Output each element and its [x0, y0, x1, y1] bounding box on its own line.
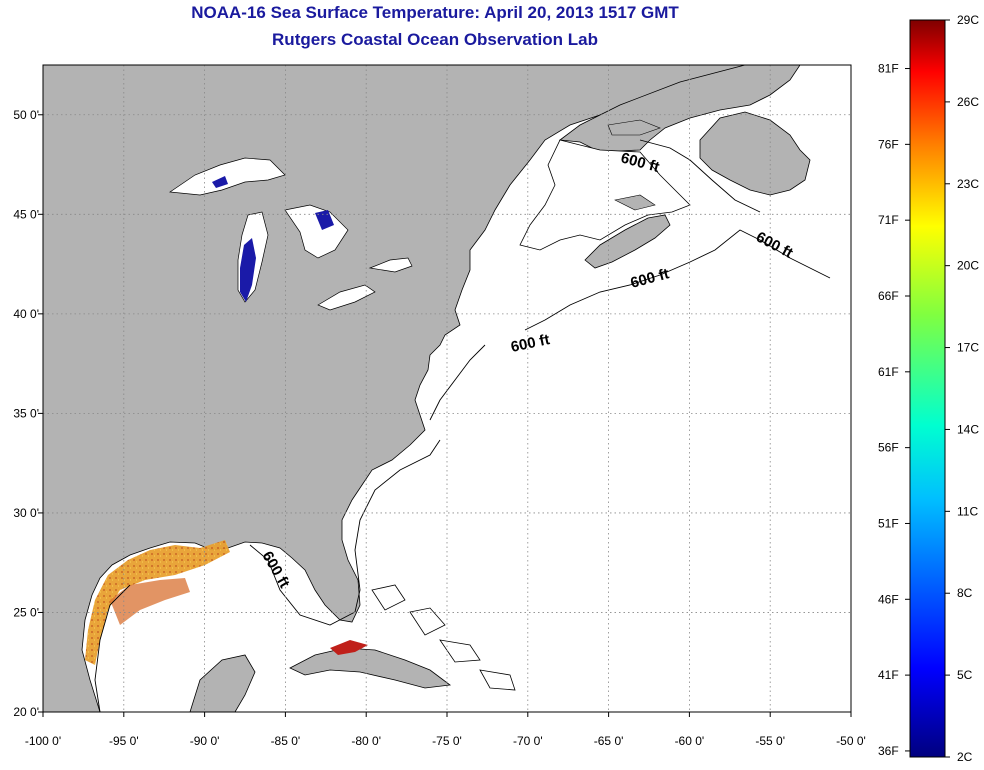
land-nova-scotia: [584, 214, 671, 269]
map-subtitle: Rutgers Coastal Ocean Observation Lab: [272, 30, 598, 49]
lat-tick-label: 50 0': [13, 108, 39, 122]
colorbar-celsius-label: 26C: [957, 95, 979, 109]
colorbar-fahrenheit-label: 71F: [878, 213, 899, 227]
lon-tick-label: -90 0': [190, 734, 220, 748]
shelf-contour: [94, 139, 831, 712]
gulf-st-lawrence: [519, 139, 691, 251]
map-title: NOAA-16 Sea Surface Temperature: April 2…: [191, 3, 679, 22]
colorbar-fahrenheit-label: 36F: [878, 744, 899, 758]
lat-tick-label: 30 0': [13, 506, 39, 520]
colorbar-fahrenheit-label: 56F: [878, 441, 899, 455]
colorbar-labels: 29C 26C 23C 20C 17C 14C 11C 8C 5C 2C 81F 76F 71F 66F 6…: [878, 13, 979, 764]
colorbar-fahrenheit-label: 81F: [878, 62, 899, 76]
colorbar-fahrenheit-label: 41F: [878, 668, 899, 682]
lake-superior: [169, 157, 286, 196]
lake-ontario: [368, 257, 413, 273]
colorbar-celsius-label: 5C: [957, 668, 973, 682]
land-pei: [614, 194, 656, 211]
colorbar-celsius-label: 29C: [957, 13, 979, 27]
colorbar-celsius-label: 2C: [957, 750, 973, 764]
colorbar: [909, 19, 946, 758]
lon-tick-label: -80 0': [351, 734, 381, 748]
land-newfoundland: [699, 111, 811, 196]
lon-tick-label: -60 0': [675, 734, 705, 748]
lake-huron-sst: [315, 210, 334, 230]
colorbar-fahrenheit-label: 61F: [878, 365, 899, 379]
lat-tick-label: 45 0': [13, 207, 39, 221]
lat-tick-label: 25 0': [13, 605, 39, 619]
colorbar-celsius-label: 20C: [957, 259, 979, 273]
colorbar-fahrenheit-label: 76F: [878, 137, 899, 151]
cuba-north-sst: [330, 640, 368, 655]
lon-tick-label: -75 0': [432, 734, 462, 748]
colorbar-celsius-label: 8C: [957, 586, 973, 600]
land-north-america: [43, 65, 746, 712]
colorbar-celsius-label: 17C: [957, 341, 979, 355]
lon-tick-label: -65 0': [594, 734, 624, 748]
colorbar-fahrenheit-label: 66F: [878, 289, 899, 303]
lake-erie: [317, 284, 376, 311]
lon-tick-label: -50 0': [836, 734, 866, 748]
lon-tick-label: -95 0': [109, 734, 139, 748]
latitude-axis: 20 0' 25 0' 30 0' 35 0' 40 0' 45 0' 50 0': [13, 108, 43, 719]
land-yucatan: [189, 654, 256, 712]
lon-tick-label: -55 0': [755, 734, 785, 748]
lon-tick-label: -70 0': [513, 734, 543, 748]
lake-superior-sst: [212, 176, 228, 188]
lat-tick-label: 35 0': [13, 406, 39, 420]
colorbar-fahrenheit-label: 46F: [878, 592, 899, 606]
longitude-axis: -100 0' -95 0' -90 0' -85 0' -80 0' -75 0' -70…: [25, 712, 866, 748]
colorbar-fahrenheit-label: 51F: [878, 516, 899, 530]
lat-tick-label: 20 0': [13, 705, 39, 719]
colorbar-celsius-label: 14C: [957, 422, 979, 436]
bahamas: [371, 584, 516, 691]
colorbar-celsius-label: 11C: [957, 504, 978, 518]
gulf-scattered-sst: [110, 578, 190, 625]
land-anticosti: [607, 119, 661, 136]
colorbar-celsius-label: 23C: [957, 177, 979, 191]
lake-huron: [284, 204, 349, 259]
lon-tick-label: -100 0': [25, 734, 61, 748]
lake-michigan-sst: [240, 238, 256, 302]
lat-tick-label: 40 0': [13, 307, 39, 321]
gulf-warm-sst: [85, 540, 230, 665]
lon-tick-label: -85 0': [271, 734, 301, 748]
